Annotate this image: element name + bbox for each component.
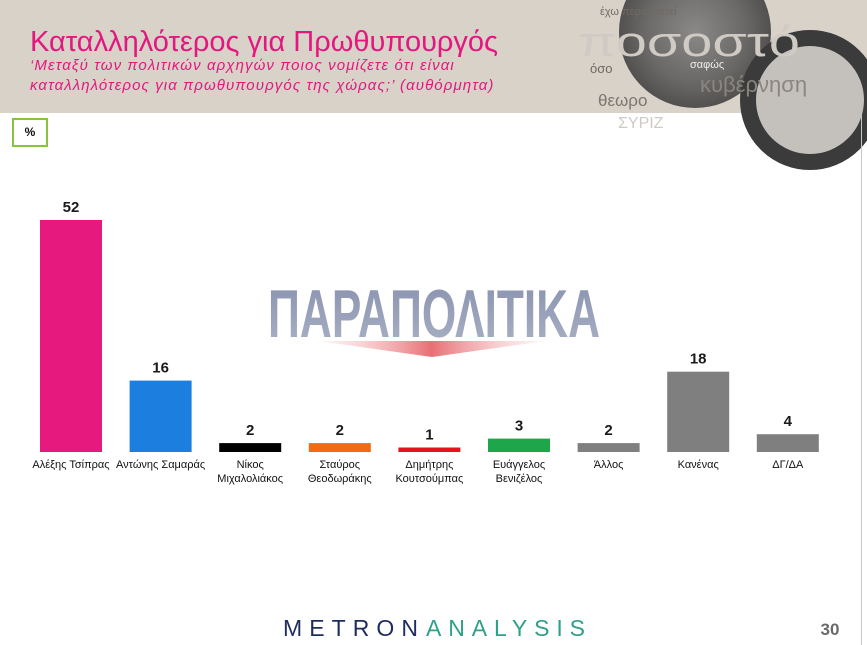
watermark-triangle-icon xyxy=(318,341,545,357)
decor-word: έχω περιοριστεί xyxy=(600,6,677,18)
brand-logo-analysis: ANALYSIS xyxy=(426,615,585,641)
bar-group: 18 Κανένας xyxy=(667,351,730,471)
value-label: 52 xyxy=(63,199,80,216)
bar xyxy=(219,443,282,452)
bar-group: 3 Ευάγγελος Βενιζέλος xyxy=(488,418,550,485)
decor-word: ΣΥΡΙΖ xyxy=(618,115,664,132)
category-label: Σταύρος Θεοδωράκης xyxy=(308,459,372,485)
value-label: 2 xyxy=(336,422,344,439)
bar-group: 2 Άλλος xyxy=(577,422,640,471)
decor-word: σαφώς xyxy=(690,59,724,71)
watermark-text: ΠΑΡΑΠΟΛΙΤΙΚΑ xyxy=(268,280,600,352)
value-label: 4 xyxy=(784,413,793,430)
bar-group: 2 Σταύρος Θεοδωράκης xyxy=(308,422,372,485)
category-label: ΔΓ/ΔΑ xyxy=(772,459,804,471)
unit-badge: % xyxy=(12,118,48,147)
decor-word: κυβέρνηση xyxy=(700,72,807,97)
bar xyxy=(488,438,550,452)
bar xyxy=(40,220,102,452)
value-label: 16 xyxy=(152,360,169,377)
category-label: Αντώνης Σαμαράς xyxy=(116,459,205,471)
value-label: 1 xyxy=(425,427,433,444)
watermark-logo: ΠΑΡΑΠΟΛΙΤΙΚΑ xyxy=(268,280,600,357)
bar xyxy=(577,443,640,452)
value-label: 18 xyxy=(690,351,707,368)
category-label: Δημήτρης Κουτσούμπας xyxy=(395,459,463,485)
decor-word: όσο xyxy=(590,61,612,76)
bar xyxy=(667,371,730,452)
slide-subtitle-line: καταλληλότερος για πρωθυπουργός της χώρα… xyxy=(30,77,495,94)
bar xyxy=(308,443,371,452)
value-label: 2 xyxy=(246,422,254,439)
category-label: Αλέξης Τσίπρας xyxy=(32,459,109,471)
bar xyxy=(398,447,461,452)
bar-chart: 52 Αλέξης Τσίπρας 16 Αντώνης Σαμαράς 2 Νίκος Μ… xyxy=(32,199,819,486)
slide-title: Καταλληλότερος για Πρωθυπουργός xyxy=(30,26,499,58)
category-label: Κανένας xyxy=(678,459,719,471)
decor-word: θεωρο xyxy=(598,91,647,110)
brand-logo: METRON ANALYSIS xyxy=(283,615,585,641)
slide-subtitle-line: ‘Μεταξύ των πολιτικών αρχηγών ποιος νομί… xyxy=(30,57,455,74)
lens-disc-icon xyxy=(619,0,771,108)
page-number: 30 xyxy=(820,620,840,639)
bar xyxy=(129,380,192,452)
header-decoration: έχω περιοριστεί ποσοστό όσο σαφώς κυβέρν… xyxy=(578,0,867,170)
bar xyxy=(756,434,819,452)
lens-ring-icon xyxy=(740,30,867,170)
brand-logo-metron: METRON xyxy=(283,615,418,641)
bar-group: 2 Νίκος Μιχαλολιάκος xyxy=(217,422,283,485)
slide-border xyxy=(861,113,862,645)
decor-word: ποσοστό xyxy=(578,18,800,65)
category-label: Νίκος Μιχαλολιάκος xyxy=(217,459,283,485)
bar-group: 52 Αλέξης Τσίπρας xyxy=(32,199,109,471)
slide-subtitle: ‘Μεταξύ των πολιτικών αρχηγών ποιος νομί… xyxy=(30,56,494,96)
bar-group: 4 ΔΓ/ΔΑ xyxy=(756,413,819,471)
bar-group: 16 Αντώνης Σαμαράς xyxy=(116,360,205,471)
bar-group: 1 Δημήτρης Κουτσούμπας xyxy=(395,427,463,486)
category-label: Άλλος xyxy=(594,459,624,471)
value-label: 3 xyxy=(515,418,523,435)
category-label: Ευάγγελος Βενιζέλος xyxy=(493,459,545,485)
value-label: 2 xyxy=(604,422,612,439)
